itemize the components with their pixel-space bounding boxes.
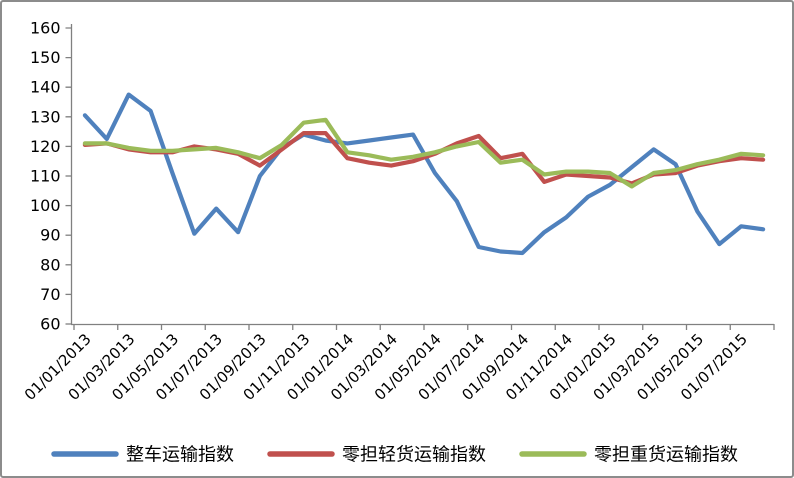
y-tick-label: 130 bbox=[30, 107, 61, 126]
y-tick-label: 60 bbox=[40, 315, 60, 334]
series-line-1 bbox=[82, 131, 766, 186]
y-tick-label: 150 bbox=[30, 48, 61, 67]
y-tick-label: 120 bbox=[30, 137, 61, 156]
series-line-2 bbox=[82, 117, 766, 189]
y-tick-label: 110 bbox=[30, 167, 61, 186]
y-tick-label: 90 bbox=[40, 226, 60, 245]
legend-label-0: 整车运输指数 bbox=[126, 445, 234, 466]
legend-label-2: 零担重货运输指数 bbox=[594, 445, 738, 466]
y-tick-label: 160 bbox=[30, 19, 61, 38]
y-tick-label: 70 bbox=[40, 285, 60, 304]
y-tick-label: 140 bbox=[30, 78, 61, 97]
y-tick-label: 80 bbox=[40, 255, 60, 274]
legend-label-1: 零担轻货运输指数 bbox=[342, 445, 486, 466]
y-tick-label: 100 bbox=[30, 196, 61, 215]
